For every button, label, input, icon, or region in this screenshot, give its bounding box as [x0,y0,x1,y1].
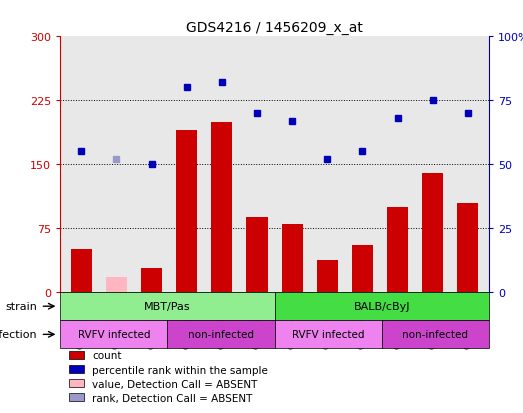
Bar [141,268,162,292]
Bar [106,277,127,292]
Text: MBT/Pas: MBT/Pas [144,301,191,311]
Bar [60,292,275,320]
Bar [317,260,338,292]
Text: strain: strain [5,301,37,311]
Bar [458,203,479,292]
Text: RVFV infected: RVFV infected [292,330,365,339]
Text: rank, Detection Call = ABSENT: rank, Detection Call = ABSENT [93,393,253,403]
Bar [422,173,444,292]
Bar [69,365,84,373]
Text: RVFV infected: RVFV infected [77,330,150,339]
Bar [352,246,373,292]
Bar [71,250,92,292]
Text: non-infected: non-infected [402,330,469,339]
Bar [60,320,167,349]
Bar [176,131,197,292]
Bar [69,393,84,401]
Text: value, Detection Call = ABSENT: value, Detection Call = ABSENT [93,379,258,389]
Bar [211,122,232,292]
Text: BALB/cByJ: BALB/cByJ [354,301,410,311]
Bar [275,320,382,349]
Title: GDS4216 / 1456209_x_at: GDS4216 / 1456209_x_at [186,21,363,35]
Text: percentile rank within the sample: percentile rank within the sample [93,365,268,375]
Text: count: count [93,351,122,361]
Bar [387,207,408,292]
Bar [382,320,489,349]
Bar [275,292,489,320]
Bar [69,351,84,359]
Bar [167,320,275,349]
Text: non-infected: non-infected [188,330,254,339]
Text: infection: infection [0,330,37,339]
Bar [246,218,268,292]
Bar [69,379,84,387]
Bar [281,224,303,292]
